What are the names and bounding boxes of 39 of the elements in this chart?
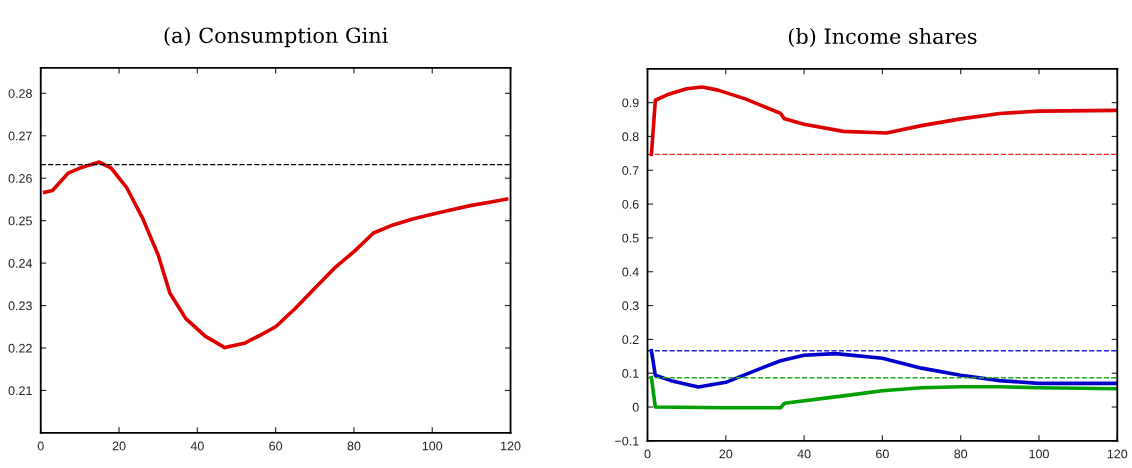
x-tick-label: 120 (1107, 449, 1128, 459)
x-tick-label: 40 (797, 449, 811, 459)
y-tick-label: 0.5 (622, 233, 639, 243)
y-tick-label: 0.25 (8, 216, 32, 226)
y-tick-label: 0.9 (622, 98, 639, 108)
x-tick-label: 100 (422, 441, 443, 451)
y-tick-label: 0.6 (622, 199, 639, 209)
x-tick-label: 60 (269, 441, 283, 451)
x-tick-label: 120 (501, 441, 521, 451)
x-tick-label: 60 (876, 449, 889, 459)
x-tick-label: 40 (190, 441, 204, 451)
y-tick-label: 0.7 (622, 166, 639, 175)
x-tick-label: 80 (954, 449, 968, 459)
line-series (649, 85, 1118, 157)
y-tick-label: 0.23 (8, 301, 32, 311)
x-tick-label: 20 (719, 449, 733, 459)
y-tick-label: 0.2 (622, 335, 639, 345)
y-tick-label: 0.21 (8, 386, 32, 396)
y-tick-label: 0.3 (622, 301, 639, 311)
x-tick-label: 0 (37, 441, 44, 451)
chart-title: (b) Income shares (788, 27, 977, 48)
x-tick-label: 80 (347, 441, 361, 451)
y-tick-label: 0.28 (8, 89, 32, 98)
y-tick-label: 0 (632, 402, 639, 412)
line-series (649, 348, 1118, 389)
x-tick-label: 20 (112, 441, 126, 451)
x-tick-label: 100 (1029, 449, 1049, 459)
y-tick-label: 0.8 (622, 132, 639, 142)
y-tick-label: 0.24 (8, 258, 33, 268)
y-tick-label: 0.1 (622, 369, 639, 378)
line-series (649, 376, 1118, 410)
y-tick-label: 0.26 (8, 174, 32, 183)
y-tick-label: 0.27 (8, 131, 32, 141)
x-tick-label: 0 (644, 449, 651, 459)
line-series (42, 160, 509, 350)
y-tick-label: 0.4 (622, 267, 639, 277)
chart-title: (a) Consumption Gini (164, 27, 388, 48)
y-tick-label: 0.22 (8, 343, 32, 353)
y-tick-label: −0.1 (615, 436, 639, 446)
